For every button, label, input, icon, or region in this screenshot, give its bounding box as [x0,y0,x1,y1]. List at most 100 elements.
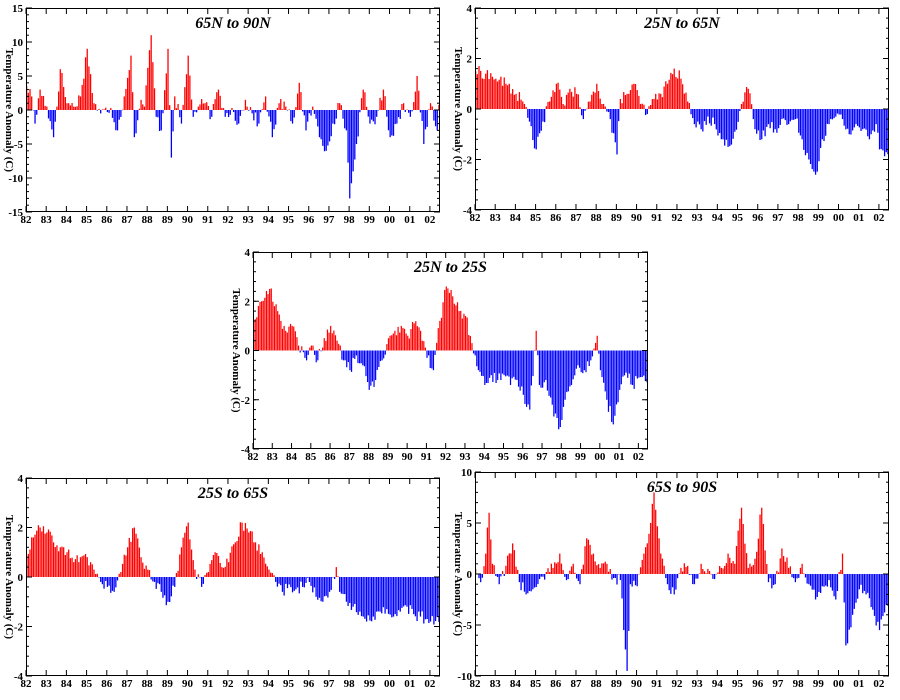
bar [222,567,225,577]
bar [47,110,50,119]
bar [310,577,312,586]
bar [381,350,383,361]
x-tick-label: 91 [202,678,213,690]
bar [293,110,295,118]
bar [304,350,306,358]
bar [322,577,324,602]
bar [850,574,852,628]
bar [389,335,391,351]
x-tick-label: 88 [142,214,154,226]
bar [411,577,413,609]
bar [799,109,802,136]
bar [490,73,492,109]
x-tick-label: 82 [248,451,260,463]
bar [828,109,830,125]
bar [123,554,125,577]
bar [276,577,279,587]
y-tick-label: -4 [241,444,251,456]
bar [402,327,404,351]
bar [110,107,112,110]
bar [751,104,753,109]
bar [506,350,508,376]
bar [485,350,488,383]
bar [725,109,728,140]
bar [415,321,417,351]
bar [486,527,489,574]
bar [126,547,129,577]
bar [202,103,204,110]
bar [552,90,554,109]
bar [757,109,760,131]
y-tick-label: 0 [18,105,24,117]
bar [106,577,109,587]
bar [747,88,749,109]
bar [333,577,336,579]
bar [303,577,305,588]
bar [46,106,48,110]
bar [148,570,151,577]
bar [752,109,754,120]
bar [627,350,629,378]
bar [128,70,130,110]
bar [581,109,583,116]
bar [809,574,812,586]
bar [314,350,316,355]
bar [867,109,869,137]
bar [391,577,393,618]
bar [868,109,871,140]
bar [700,563,702,574]
bar [359,577,361,612]
bar [695,109,697,128]
x-tick-label: 93 [243,678,255,690]
bar [641,103,643,109]
bar [32,537,35,577]
bar [261,109,263,110]
bar [840,109,842,115]
bar [577,574,579,582]
bar [776,570,778,574]
bar [617,350,619,403]
bar [68,103,70,110]
bar [560,96,563,109]
bar [123,96,125,110]
bar [170,577,173,597]
bar [527,574,529,594]
bar [365,577,368,622]
bar [653,98,655,109]
bar [500,574,502,577]
bar [283,577,285,596]
bar [836,109,839,114]
bar [870,574,872,608]
bar [227,110,230,118]
bar [708,109,711,124]
bar [580,350,582,373]
bar [153,88,156,110]
x-tick-label: 98 [556,451,568,463]
bar [256,550,258,577]
x-tick-label: 97 [323,214,335,226]
y-tick-label: 4 [467,3,473,15]
bar [162,110,164,114]
bar [717,572,719,574]
bar [52,110,55,138]
y-axis-label: Temperature Anomaly (C) [452,512,464,636]
bar [423,110,425,144]
bar [646,543,648,574]
bar [299,350,301,353]
bar [89,74,92,110]
bar [791,109,793,120]
bar [350,350,353,372]
x-tick-label: 89 [382,451,394,463]
bar [327,110,329,146]
bar [712,109,714,118]
bar [409,110,411,117]
bar [630,350,632,385]
bar [291,325,293,351]
bar [527,350,529,405]
bar [428,109,430,110]
x-tick-label: 96 [752,212,764,224]
bar [323,338,325,351]
bar [476,350,478,367]
bar [264,563,267,577]
bar [409,577,411,606]
